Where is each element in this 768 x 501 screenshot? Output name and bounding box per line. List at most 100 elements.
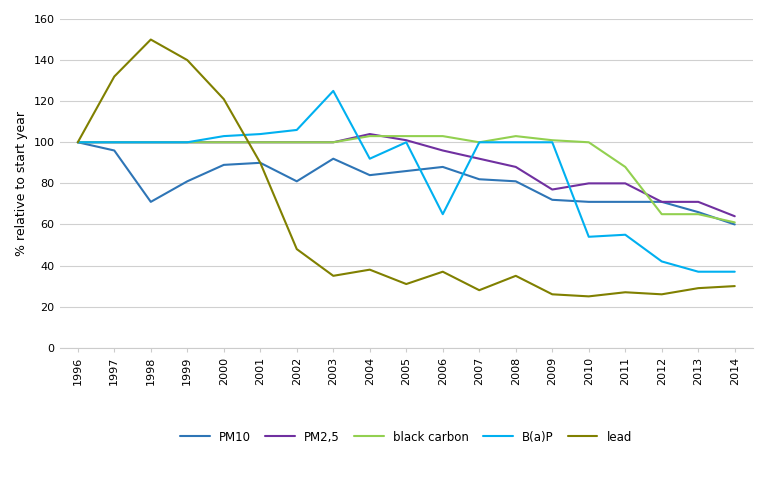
black carbon	[110, 139, 119, 145]
B(a)P	[292, 127, 301, 133]
B(a)P	[256, 131, 265, 137]
PM10	[475, 176, 484, 182]
black carbon	[402, 133, 411, 139]
PM10	[402, 168, 411, 174]
lead	[730, 283, 740, 289]
black carbon	[730, 219, 740, 225]
black carbon	[292, 139, 301, 145]
Line: PM10: PM10	[78, 142, 735, 224]
PM2,5	[256, 139, 265, 145]
lead	[329, 273, 338, 279]
PM10	[110, 147, 119, 153]
PM2,5	[219, 139, 228, 145]
PM2,5	[621, 180, 630, 186]
PM10	[730, 221, 740, 227]
black carbon	[146, 139, 155, 145]
B(a)P	[621, 232, 630, 238]
PM2,5	[365, 131, 374, 137]
black carbon	[511, 133, 521, 139]
B(a)P	[439, 211, 448, 217]
lead	[439, 269, 448, 275]
PM2,5	[511, 164, 521, 170]
B(a)P	[329, 88, 338, 94]
B(a)P	[365, 156, 374, 162]
lead	[548, 291, 557, 297]
black carbon	[657, 211, 667, 217]
lead	[256, 160, 265, 166]
PM10	[657, 199, 667, 205]
Line: PM2,5: PM2,5	[78, 134, 735, 216]
lead	[511, 273, 521, 279]
PM2,5	[694, 199, 703, 205]
PM10	[694, 209, 703, 215]
PM10	[621, 199, 630, 205]
PM10	[365, 172, 374, 178]
lead	[621, 289, 630, 295]
PM10	[329, 156, 338, 162]
B(a)P	[694, 269, 703, 275]
PM2,5	[657, 199, 667, 205]
lead	[292, 246, 301, 252]
PM2,5	[110, 139, 119, 145]
PM10	[511, 178, 521, 184]
PM10	[584, 199, 594, 205]
lead	[365, 267, 374, 273]
PM2,5	[146, 139, 155, 145]
lead	[146, 37, 155, 43]
B(a)P	[657, 259, 667, 265]
lead	[694, 285, 703, 291]
lead	[584, 294, 594, 300]
B(a)P	[219, 133, 228, 139]
PM2,5	[292, 139, 301, 145]
PM10	[146, 199, 155, 205]
black carbon	[584, 139, 594, 145]
PM10	[183, 178, 192, 184]
PM2,5	[183, 139, 192, 145]
black carbon	[329, 139, 338, 145]
PM10	[548, 197, 557, 203]
B(a)P	[110, 139, 119, 145]
B(a)P	[548, 139, 557, 145]
lead	[73, 139, 82, 145]
PM2,5	[475, 156, 484, 162]
PM10	[73, 139, 82, 145]
B(a)P	[730, 269, 740, 275]
black carbon	[256, 139, 265, 145]
PM10	[439, 164, 448, 170]
Line: black carbon: black carbon	[78, 136, 735, 222]
PM2,5	[402, 137, 411, 143]
PM2,5	[329, 139, 338, 145]
black carbon	[73, 139, 82, 145]
PM10	[219, 162, 228, 168]
lead	[183, 57, 192, 63]
black carbon	[621, 164, 630, 170]
B(a)P	[146, 139, 155, 145]
B(a)P	[475, 139, 484, 145]
lead	[657, 291, 667, 297]
Legend: PM10, PM2,5, black carbon, B(a)P, lead: PM10, PM2,5, black carbon, B(a)P, lead	[176, 426, 637, 448]
PM2,5	[584, 180, 594, 186]
PM10	[256, 160, 265, 166]
Y-axis label: % relative to start year: % relative to start year	[15, 111, 28, 256]
PM10	[292, 178, 301, 184]
black carbon	[365, 133, 374, 139]
Line: B(a)P: B(a)P	[78, 91, 735, 272]
lead	[219, 96, 228, 102]
black carbon	[475, 139, 484, 145]
PM2,5	[439, 147, 448, 153]
black carbon	[183, 139, 192, 145]
black carbon	[439, 133, 448, 139]
PM2,5	[548, 186, 557, 192]
lead	[475, 287, 484, 293]
Line: lead: lead	[78, 40, 735, 297]
black carbon	[548, 137, 557, 143]
PM2,5	[73, 139, 82, 145]
B(a)P	[73, 139, 82, 145]
B(a)P	[584, 234, 594, 240]
lead	[402, 281, 411, 287]
B(a)P	[402, 139, 411, 145]
PM2,5	[730, 213, 740, 219]
B(a)P	[511, 139, 521, 145]
black carbon	[694, 211, 703, 217]
B(a)P	[183, 139, 192, 145]
